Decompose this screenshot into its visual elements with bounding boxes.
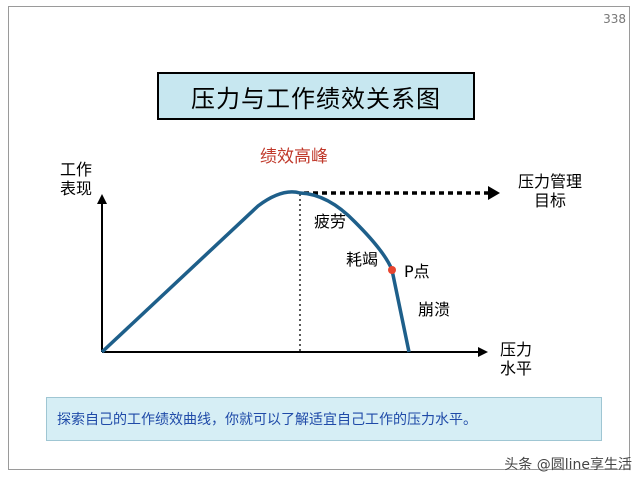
x-axis-label-line1: 压力 [500, 340, 533, 359]
y-axis-label-line2: 表现 [60, 179, 93, 198]
x-axis-label: 压力 水平 [500, 340, 532, 378]
caption-text: 探索自己的工作绩效曲线，你就可以了解适宜自己工作的压力水平。 [57, 412, 477, 428]
performance-curve [100, 190, 411, 354]
page-number: 338 [603, 12, 626, 26]
target-label-line1: 压力管理 [518, 172, 583, 191]
watermark: 头条 @圆line享生活 [504, 457, 632, 473]
diagram-title: 压力与工作绩效关系图 [157, 72, 475, 120]
slide-frame [8, 6, 630, 470]
p-point-marker [388, 266, 396, 274]
x-axis-label-line2: 水平 [500, 359, 533, 378]
y-axis-label-line1: 工作 [60, 160, 93, 179]
diagram-title-text: 压力与工作绩效关系图 [191, 84, 441, 113]
collapse-label: 崩溃 [418, 300, 451, 319]
target-label-line2: 目标 [534, 191, 567, 210]
peak-label: 绩效高峰 [260, 147, 328, 167]
fatigue-label: 疲劳 [314, 212, 347, 231]
target-label: 压力管理 目标 [518, 172, 582, 210]
p-point-label: P点 [404, 262, 430, 281]
caption-box: 探索自己的工作绩效曲线，你就可以了解适宜自己工作的压力水平。 [46, 397, 602, 441]
exhaustion-label: 耗竭 [346, 250, 379, 269]
target-arrowhead [488, 186, 500, 200]
y-axis-label: 工作 表现 [60, 160, 92, 198]
